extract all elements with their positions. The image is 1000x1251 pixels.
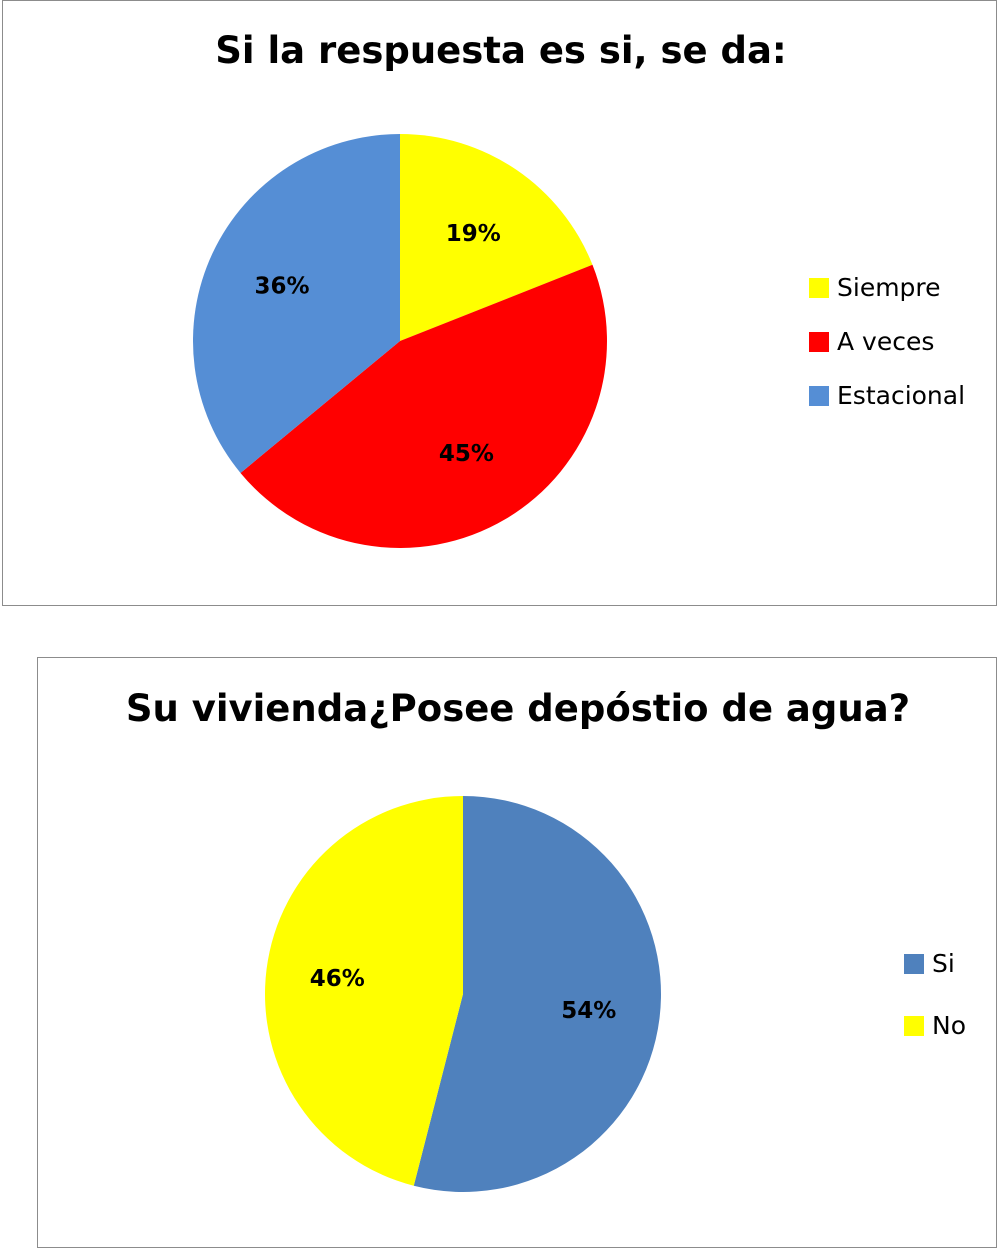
data-label-no: 46% bbox=[310, 966, 365, 992]
chart-panel-2: Su vivienda¿Posee depóstio de agua? 54% 4… bbox=[37, 657, 997, 1248]
pie-slice-siempre bbox=[400, 134, 593, 341]
pie-chart-2: Su vivienda¿Posee depóstio de agua? 54% 4… bbox=[126, 687, 966, 1192]
pie-slice-si bbox=[413, 796, 661, 1192]
chart-title: Su vivienda¿Posee depóstio de agua? bbox=[126, 687, 910, 730]
legend-label-estacional: Estacional bbox=[837, 381, 965, 410]
pie-chart-1: Si la respuesta es si, se da: 19%45%36% … bbox=[193, 29, 965, 548]
legend: Siempre A veces Estacional bbox=[809, 273, 965, 410]
legend-label-siempre: Siempre bbox=[837, 273, 941, 302]
chart-panel-1: Si la respuesta es si, se da: 19% 45% 36% … bbox=[2, 0, 997, 606]
data-label-siempre: 19% bbox=[446, 221, 501, 247]
legend-label-no: No bbox=[932, 1011, 966, 1040]
pie-slices bbox=[265, 796, 661, 1192]
legend-swatch-siempre bbox=[809, 278, 829, 298]
pie-slice-a-veces bbox=[240, 264, 607, 548]
legend-swatch-si bbox=[904, 954, 924, 974]
legend: Si No bbox=[904, 949, 966, 1040]
pie-slices bbox=[193, 134, 607, 548]
legend-swatch-no bbox=[904, 1016, 924, 1036]
data-label-a-veces: 45% bbox=[439, 441, 494, 467]
legend-label-si: Si bbox=[932, 949, 955, 978]
data-labels: 54% 46% bbox=[310, 966, 617, 1024]
data-labels: 19% 45% 36% bbox=[254, 221, 500, 467]
data-label-estacional: 36% bbox=[254, 273, 309, 299]
chart-title: Si la respuesta es si, se da: bbox=[215, 29, 786, 72]
data-label-si: 54% bbox=[561, 998, 616, 1024]
legend-swatch-a-veces bbox=[809, 332, 829, 352]
legend-swatch-estacional bbox=[809, 386, 829, 406]
legend-label-a-veces: A veces bbox=[837, 327, 934, 356]
pie-slice-estacional bbox=[193, 134, 400, 473]
pie-slice-no bbox=[265, 796, 463, 1186]
